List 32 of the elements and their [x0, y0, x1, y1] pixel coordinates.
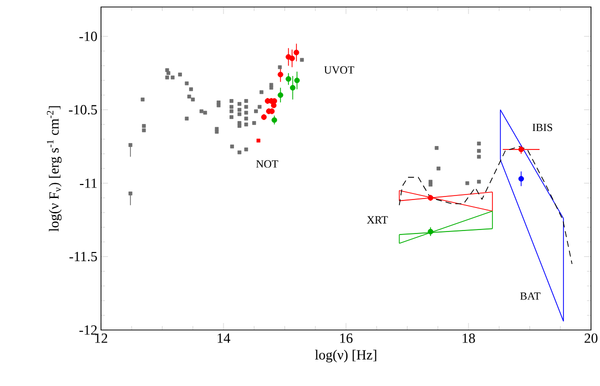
- annotation: UVOT: [324, 66, 354, 74]
- y-tick-label: -11.5: [69, 252, 97, 262]
- y-axis-title: log(ν F$_{ν}$) [erg s$^{-1}$ cm$^{-2}$]: [46, 106, 62, 232]
- point: [261, 114, 267, 120]
- line-series: [398, 146, 572, 264]
- x-tick-label: 20: [584, 334, 598, 343]
- y-tick-label: -12: [79, 325, 97, 335]
- point: [428, 195, 434, 201]
- annotation: NOT: [256, 160, 278, 168]
- y-tick-label: -10: [79, 32, 97, 42]
- annotation: IBIS: [532, 124, 552, 132]
- point: [294, 50, 300, 56]
- annotation: XRT: [366, 216, 388, 224]
- point: [289, 56, 295, 62]
- point: [286, 76, 292, 82]
- y-tick-label: -11: [80, 178, 97, 188]
- point: [272, 117, 278, 123]
- x-axis-title: log(ν) [Hz]: [315, 350, 376, 362]
- point: [278, 72, 284, 78]
- point: [270, 102, 277, 108]
- point: [518, 176, 524, 182]
- x-tick-label: 12: [95, 334, 108, 343]
- point: [256, 138, 260, 142]
- x-tick-label: 14: [218, 334, 230, 343]
- point: [278, 92, 284, 98]
- annotation: BAT: [520, 292, 540, 300]
- point: [428, 228, 434, 234]
- y-tick-label: -10.5: [68, 105, 97, 115]
- x-tick-label: 18: [462, 334, 475, 343]
- point: [290, 84, 296, 91]
- x-tick-label: 16: [340, 334, 353, 343]
- point: [294, 78, 300, 84]
